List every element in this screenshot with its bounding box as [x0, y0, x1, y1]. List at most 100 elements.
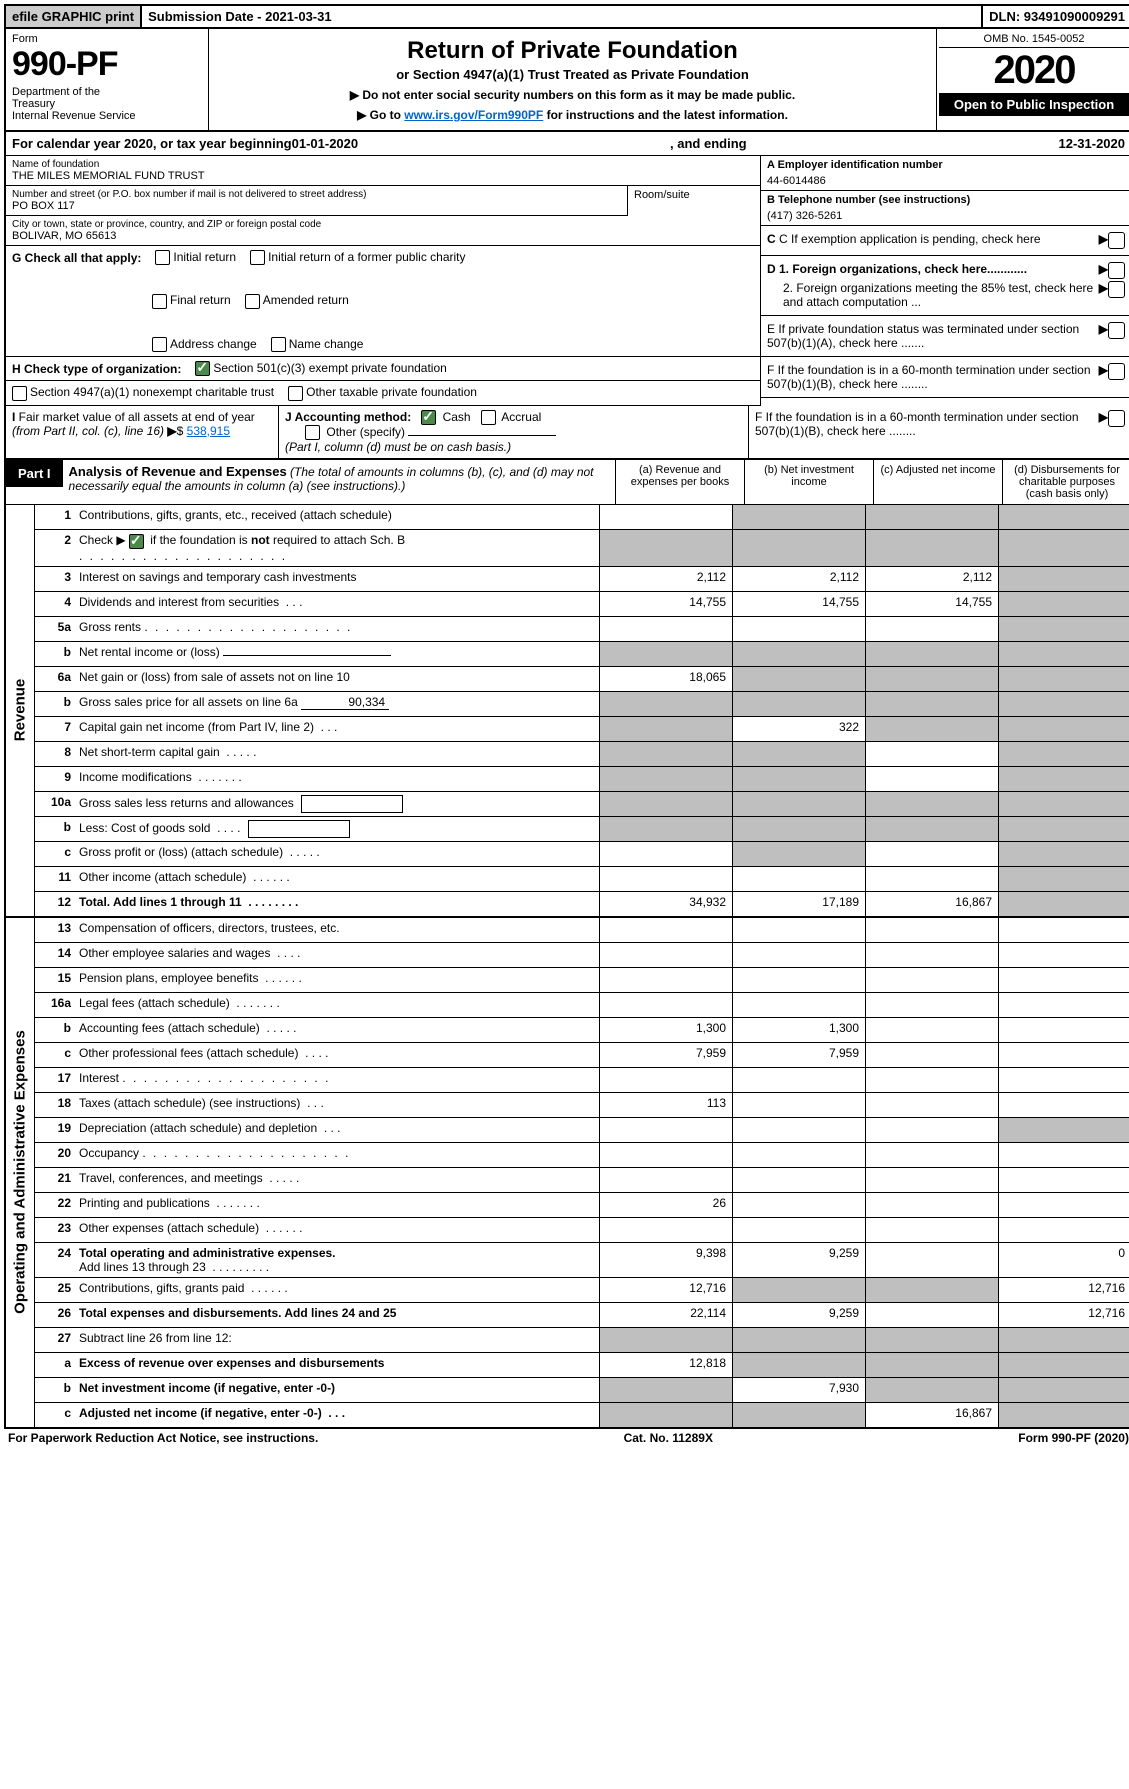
name-label: Name of foundation — [12, 159, 754, 170]
expenses-table: Operating and Administrative Expenses 13… — [4, 918, 1129, 1429]
ij-row: I Fair market value of all assets at end… — [4, 406, 1129, 461]
omb-number: OMB No. 1545-0052 — [939, 31, 1129, 48]
part1-badge: Part I — [6, 460, 63, 487]
row-21: 21Travel, conferences, and meetings . . … — [35, 1168, 1129, 1193]
row-7: 7Capital gain net income (from Part IV, … — [35, 717, 1129, 742]
ein-label: A Employer identification number — [767, 159, 1125, 171]
form-title-block: Return of Private Foundation or Section … — [209, 29, 936, 130]
f-row: F If the foundation is in a 60-month ter… — [761, 357, 1129, 398]
tax-year: 2020 — [939, 48, 1129, 93]
d2-checkbox[interactable] — [1108, 281, 1125, 298]
j-block: J Accounting method: Cash Accrual Other … — [279, 406, 748, 459]
part1-desc: Analysis of Revenue and Expenses (The to… — [63, 460, 615, 504]
row-9: 9Income modifications . . . . . . . — [35, 767, 1129, 792]
h-501c3[interactable]: Section 501(c)(3) exempt private foundat… — [195, 361, 446, 376]
cal-begin: 01-01-2020 — [292, 136, 359, 151]
row-18: 18Taxes (attach schedule) (see instructi… — [35, 1093, 1129, 1118]
row-20: 20Occupancy — [35, 1143, 1129, 1168]
fmv-value[interactable]: 538,915 — [187, 424, 230, 438]
row-13: 13Compensation of officers, directors, t… — [35, 918, 1129, 943]
phone-value: (417) 326-5261 — [767, 210, 1125, 222]
row-24: 24Total operating and administrative exp… — [35, 1243, 1129, 1278]
cal-end: 12-31-2020 — [1059, 136, 1126, 151]
arrow-icon: ▶ — [1099, 322, 1108, 350]
row-25: 25Contributions, gifts, grants paid . . … — [35, 1278, 1129, 1303]
phone-cell: B Telephone number (see instructions) (4… — [761, 191, 1129, 226]
open-to-public: Open to Public Inspection — [939, 93, 1129, 116]
h-4947[interactable]: Section 4947(a)(1) nonexempt charitable … — [12, 385, 274, 400]
row-27: 27Subtract line 26 from line 12: — [35, 1328, 1129, 1353]
j-other-checkbox[interactable] — [305, 425, 320, 440]
page-footer: For Paperwork Reduction Act Notice, see … — [4, 1429, 1129, 1447]
irs-link[interactable]: www.irs.gov/Form990PF — [404, 108, 543, 122]
row-27b: bNet investment income (if negative, ent… — [35, 1378, 1129, 1403]
row-10b: bLess: Cost of goods sold . . . . — [35, 817, 1129, 842]
j-accrual-checkbox[interactable] — [481, 410, 496, 425]
arrow-icon: ▶ — [1099, 363, 1108, 391]
e-checkbox[interactable] — [1108, 322, 1125, 339]
f-checkbox-2[interactable] — [1108, 410, 1125, 427]
form-note-1: ▶ Do not enter social security numbers o… — [213, 88, 932, 102]
calendar-year-row: For calendar year 2020, or tax year begi… — [4, 132, 1129, 156]
row-6b: bGross sales price for all assets on lin… — [35, 692, 1129, 717]
row-26: 26Total expenses and disbursements. Add … — [35, 1303, 1129, 1328]
h-other[interactable]: Other taxable private foundation — [288, 385, 477, 400]
c-checkbox[interactable] — [1108, 232, 1125, 249]
schb-checkbox[interactable] — [129, 534, 144, 549]
form-number: 990-PF — [12, 45, 202, 84]
col-c-head: (c) Adjusted net income — [873, 460, 1002, 504]
dln: DLN: 93491090009291 — [983, 6, 1129, 27]
city-label: City or town, state or province, country… — [12, 219, 754, 230]
note2-prefix: ▶ Go to — [357, 108, 404, 122]
row-16c: cOther professional fees (attach schedul… — [35, 1043, 1129, 1068]
part1-header: Part I Analysis of Revenue and Expenses … — [4, 460, 1129, 505]
j-label: J Accounting method: — [285, 410, 411, 424]
footer-right: Form 990-PF (2020) — [1018, 1431, 1129, 1445]
name-cell: Name of foundation THE MILES MEMORIAL FU… — [6, 156, 760, 186]
g-amended[interactable]: Amended return — [245, 293, 349, 308]
col-d-head: (d) Disbursements for charitable purpose… — [1002, 460, 1129, 504]
g-address[interactable]: Address change — [152, 337, 257, 352]
efile-button[interactable]: efile GRAPHIC print — [6, 6, 142, 27]
footer-mid: Cat. No. 11289X — [624, 1431, 713, 1445]
ein-cell: A Employer identification number 44-6014… — [761, 156, 1129, 191]
row-12: 12Total. Add lines 1 through 11 . . . . … — [35, 892, 1129, 916]
row-16b: bAccounting fees (attach schedule) . . .… — [35, 1018, 1129, 1043]
g-final[interactable]: Final return — [152, 293, 231, 308]
address-cell: Number and street (or P.O. box number if… — [6, 186, 628, 216]
g-name[interactable]: Name change — [271, 337, 364, 352]
g-initial[interactable]: Initial return — [155, 250, 236, 265]
form-header: Form 990-PF Department of theTreasuryInt… — [4, 29, 1129, 132]
row-11: 11Other income (attach schedule) . . . .… — [35, 867, 1129, 892]
row-16a: 16aLegal fees (attach schedule) . . . . … — [35, 993, 1129, 1018]
c-label: C C If exemption application is pending,… — [767, 232, 1099, 249]
d1-label: D 1. Foreign organizations, check here..… — [767, 262, 1099, 279]
row-5a: 5aGross rents — [35, 617, 1129, 642]
g-initial-former[interactable]: Initial return of a former public charit… — [250, 250, 465, 265]
j-note: (Part I, column (d) must be on cash basi… — [285, 440, 511, 454]
e-label: E If private foundation status was termi… — [767, 322, 1099, 350]
cal-mid: , and ending — [358, 136, 1058, 151]
room-cell: Room/suite — [628, 186, 760, 216]
row-8: 8Net short-term capital gain . . . . . — [35, 742, 1129, 767]
col-a-head: (a) Revenue and expenses per books — [615, 460, 744, 504]
row-1: 1Contributions, gifts, grants, etc., rec… — [35, 505, 1129, 530]
cal-prefix: For calendar year 2020, or tax year begi… — [12, 136, 292, 151]
row-14: 14Other employee salaries and wages . . … — [35, 943, 1129, 968]
h-label: H Check type of organization: — [12, 362, 181, 376]
d1-checkbox[interactable] — [1108, 262, 1125, 279]
f-checkbox[interactable] — [1108, 363, 1125, 380]
j-other: Other (specify) — [326, 425, 405, 439]
row-10c: cGross profit or (loss) (attach schedule… — [35, 842, 1129, 867]
f-label-2: F If the foundation is in a 60-month ter… — [755, 410, 1099, 438]
foundation-name: THE MILES MEMORIAL FUND TRUST — [12, 170, 754, 182]
form-label: Form — [12, 33, 202, 45]
expenses-side-label: Operating and Administrative Expenses — [6, 918, 35, 1427]
arrow-icon: ▶ — [1099, 232, 1108, 249]
j-cash-checkbox[interactable] — [421, 410, 436, 425]
row-22: 22Printing and publications . . . . . . … — [35, 1193, 1129, 1218]
row-5b: bNet rental income or (loss) — [35, 642, 1129, 667]
revenue-table: Revenue 1Contributions, gifts, grants, e… — [4, 505, 1129, 917]
addr-value: PO BOX 117 — [12, 200, 621, 212]
note2-suffix: for instructions and the latest informat… — [543, 108, 788, 122]
